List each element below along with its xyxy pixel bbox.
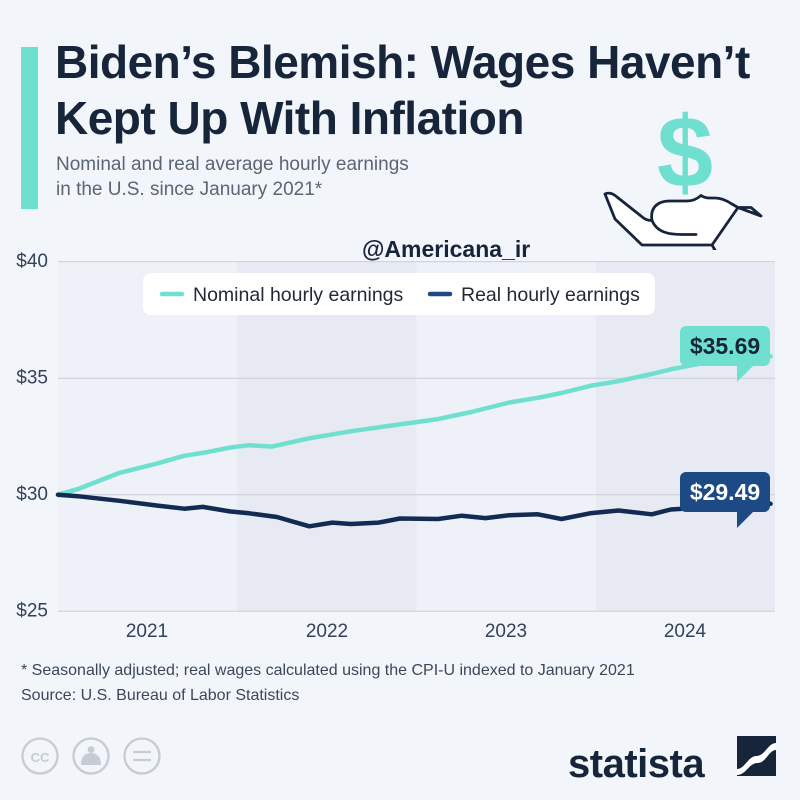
svg-text:Real hourly earnings: Real hourly earnings xyxy=(461,284,640,306)
svg-text:Nominal hourly earnings: Nominal hourly earnings xyxy=(193,284,404,306)
svg-text:$35: $35 xyxy=(16,368,48,389)
svg-text:$25: $25 xyxy=(16,601,48,622)
svg-text:$29.49: $29.49 xyxy=(690,479,760,505)
svg-text:$35.69: $35.69 xyxy=(690,333,760,359)
svg-text:$40: $40 xyxy=(16,251,48,272)
svg-text:2024: 2024 xyxy=(664,621,707,642)
svg-text:$30: $30 xyxy=(16,484,48,505)
svg-text:2022: 2022 xyxy=(306,621,348,642)
svg-text:2023: 2023 xyxy=(485,621,527,642)
svg-text:2021: 2021 xyxy=(126,621,168,642)
